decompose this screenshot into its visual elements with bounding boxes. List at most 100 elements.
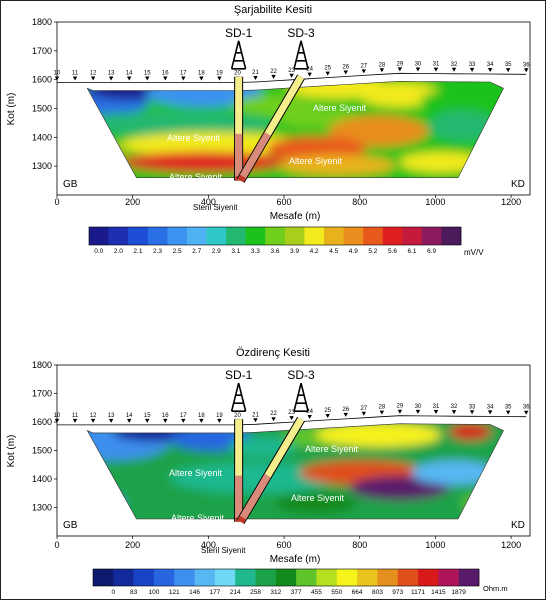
x-tick-label: 800 [352, 540, 367, 550]
colorbar-swatch [245, 227, 266, 245]
electrode-marker [289, 73, 294, 78]
anomaly-zone [91, 495, 125, 512]
colorbar-tick-label: 4.2 [310, 248, 319, 255]
anomaly-zone [449, 423, 492, 440]
drill-rig-icon [293, 40, 309, 70]
annotation: Altere Siyenit [169, 468, 223, 478]
colorbar-frame [88, 226, 462, 246]
electrode-marker [469, 67, 475, 72]
anomaly-zone [357, 82, 442, 108]
electrode-label: 22 [270, 411, 277, 417]
electrode-marker [325, 413, 330, 418]
borehole-label: SD-3 [287, 26, 315, 40]
colorbar-tick-label: 6.9 [427, 248, 436, 255]
borehole-tip [237, 515, 246, 524]
colorbar-swatch [316, 569, 338, 586]
electrode-marker [451, 67, 457, 72]
colorbar-swatch [343, 227, 364, 245]
anomaly-zone [170, 462, 338, 494]
electrode-label: 17 [180, 71, 187, 77]
electrode-marker [199, 418, 204, 423]
colorbar-tick-label: 2.5 [173, 248, 182, 255]
annotation: Altere Siyenit [169, 172, 223, 182]
electrode-label: 12 [90, 413, 97, 419]
colorbar-tick-label: 455 [311, 589, 322, 596]
colorbar-swatch [186, 227, 207, 245]
colorbar-swatch [167, 227, 188, 245]
colorbar-swatch [226, 227, 246, 245]
electrode-marker [217, 76, 222, 81]
colorbar-tick-label: 0.0 [94, 248, 103, 255]
electrode-label: 29 [397, 61, 404, 67]
electrode-marker [253, 75, 258, 80]
electrode-label: 13 [108, 413, 115, 419]
y-tick-label: 1300 [32, 161, 52, 171]
electrode-marker [108, 76, 114, 81]
colorbar-tick-label: 121 [169, 589, 180, 596]
electrode-label: 24 [306, 409, 313, 415]
electrode-marker [415, 409, 421, 414]
electrode-marker [415, 67, 421, 72]
electrode-marker [54, 76, 60, 81]
electrode-label: 11 [72, 71, 79, 77]
electrode-label: 10 [54, 71, 61, 77]
electrode-label: 27 [360, 406, 367, 412]
anomaly-zone [87, 84, 150, 116]
electrode-label: 20 [234, 413, 241, 419]
anomaly-zone [87, 111, 275, 137]
drill-rig-icon [230, 40, 247, 70]
colorbar-swatch [363, 227, 383, 245]
electrode-marker [145, 76, 150, 81]
anomaly-zone [87, 493, 254, 514]
colorbar-tick-label: 550 [331, 589, 342, 596]
colorbar-swatch [214, 569, 236, 586]
colorbar-tick-label: 2.0 [114, 248, 123, 255]
electrode-marker [433, 67, 439, 72]
gb-label: GB [63, 520, 78, 531]
electrode-marker [145, 418, 150, 423]
anomaly-zone [328, 115, 429, 147]
borehole-core [237, 473, 271, 524]
electrode-label: 21 [252, 70, 259, 76]
colorbar-tick-label: 5.6 [388, 248, 397, 255]
electrode-marker [163, 76, 168, 81]
colorbar-swatch [128, 227, 149, 245]
electrode-label: 23 [288, 68, 295, 74]
electrode-marker [108, 418, 114, 423]
colorbar-swatch [323, 227, 344, 245]
drill-rig-icon [293, 382, 309, 412]
y-tick-label: 1600 [32, 75, 52, 85]
section-outline [86, 80, 504, 178]
electrode-label: 18 [198, 413, 205, 419]
electrode-marker [469, 410, 475, 415]
electrode-label: 15 [144, 71, 151, 77]
colorbar-frame [92, 568, 480, 587]
x-tick-label: 400 [201, 197, 216, 207]
y-tick-label: 1500 [32, 446, 52, 456]
electrode-label: 35 [505, 405, 512, 411]
annotation: Steril Siyenit [201, 546, 246, 555]
colorbar-tick-label: 4.9 [349, 248, 358, 255]
colorbar-tick-label: 2.1 [133, 248, 142, 255]
electrodes: 10 11 12 13 14 15 16 17 18 19 20 21 22 23 24 25 26 27 28 29… [54, 404, 530, 423]
anomaly-zone [278, 154, 396, 176]
y-tick-label: 1600 [32, 417, 52, 427]
electrodes: 10 11 12 13 14 15 16 17 18 19 20 21 22 23 24 25 26 27 28 29… [54, 61, 530, 81]
electrode-label: 31 [433, 62, 440, 68]
electrode-label: 21 [252, 412, 259, 418]
x-tick-label: 600 [277, 540, 292, 550]
annotation: Altere Siyenit [291, 493, 345, 503]
electrode-label: 10 [54, 413, 61, 419]
electrode-marker [451, 410, 457, 415]
x-tick-label: 800 [352, 197, 367, 207]
y-tick-label: 1400 [32, 474, 52, 484]
colorbar-swatch [284, 227, 305, 245]
annotation: Altere Siyenit [289, 156, 343, 166]
electrode-marker [90, 418, 96, 423]
chart-title: Özdirenç Kesiti [236, 347, 310, 359]
colorbar-swatch [133, 569, 155, 586]
electrode-label: 27 [360, 63, 367, 69]
annotation: Altere Siyenit [313, 103, 367, 113]
